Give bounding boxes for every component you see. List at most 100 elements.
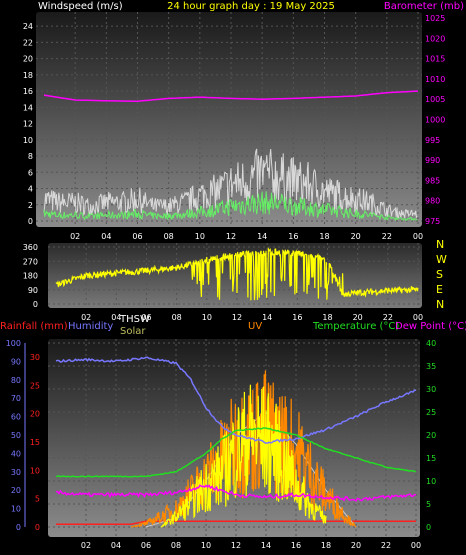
windspeed-title: Windspeed (m/s) [38,1,123,12]
hour-tick-label: 10 [201,541,211,550]
temperature-tick-label: 10 [426,477,436,486]
hour-tick-label: 20 [351,541,361,550]
humidity-tick-label: 80 [11,376,21,385]
degree-tick-label: 90 [28,286,38,295]
wind-tick-label: 4 [28,185,33,194]
wind-tick-label: 20 [23,55,33,64]
barometer-tick-label: 990 [425,156,440,165]
hour-tick-label: 18 [321,541,331,550]
rain-tick-label: 20 [30,410,40,419]
hour-tick-label: 04 [111,313,121,322]
barometer-tick-label: 1015 [425,55,445,64]
hour-tick-label: 06 [141,541,151,550]
hour-tick-label: 02 [81,313,91,322]
temperature-title: Temperature (°C) [312,321,399,332]
uv-series [130,370,357,528]
hour-tick-label: 12 [226,232,236,241]
conditions-panel: 0 10 20 30 40 50 60 70 80 90 100 0 5 10 15 20 25 30 0 5 10… [6,339,436,550]
hour-tick-label: 22 [382,232,392,241]
degree-tick-label: 180 [23,272,38,281]
rain-ticks: 0 5 10 15 20 25 30 [30,353,40,532]
barometer-tick-label: 995 [425,136,440,145]
rain-tick-label: 0 [35,523,40,532]
wind-tick-label: 24 [23,22,33,31]
barometer-tick-label: 975 [425,217,440,226]
barometer-ticks: 975 980 985 990 995 1000 1005 1010 1015 1020 1025 [425,14,445,226]
hour-tick-label: 18 [319,232,329,241]
conditions-x-ticks: 02 04 06 08 10 12 14 16 18 20 22 00 [81,541,421,550]
hour-tick-label: 04 [111,541,121,550]
degree-tick-label: 270 [23,257,38,266]
hour-tick-label: 06 [141,313,151,322]
barometer-tick-label: 1005 [425,95,445,104]
barometer-tick-label: 1010 [425,75,445,84]
hour-tick-label: 10 [195,232,205,241]
hour-tick-label: 00 [413,232,423,241]
rain-tick-label: 15 [30,438,40,447]
humidity-ticks: 0 10 20 30 40 50 60 70 80 90 100 [6,339,26,532]
barometer-tick-label: 1025 [425,14,445,23]
hour-tick-label: 14 [262,313,272,322]
wind-tick-label: 12 [23,120,33,129]
humidity-title: Humidity [68,321,113,332]
wind-tick-label: 0 [28,217,33,226]
temperature-tick-label: 15 [426,454,436,463]
degree-tick-label: 360 [23,243,38,252]
uv-title: UV [248,321,262,332]
compass-label: N [436,298,444,311]
hour-tick-label: 14 [261,541,271,550]
rain-tick-label: 10 [30,466,40,475]
hour-tick-label: 16 [288,232,298,241]
hour-tick-label: 14 [257,232,267,241]
rainfall-title: Rainfall (mm) [0,321,68,332]
hour-tick-label: 12 [231,541,241,550]
degree-tick-label: 0 [33,300,38,309]
temperature-tick-label: 5 [426,500,431,509]
barometer-tick-label: 980 [425,197,440,206]
hour-tick-label: 12 [232,313,242,322]
wind-tick-label: 22 [23,38,33,47]
wind-tick-label: 10 [23,136,33,145]
temperature-ticks: 0 5 10 15 20 25 30 35 40 [426,339,436,532]
humidity-tick-label: 60 [11,413,21,422]
compass-label: S [436,268,443,281]
barometer-series [43,90,419,102]
humidity-tick-label: 40 [11,449,21,458]
direction-degree-ticks: 0 90 180 270 360 [23,243,38,309]
humidity-series [55,356,416,444]
humidity-tick-label: 70 [11,394,21,403]
hour-tick-label: 06 [132,232,142,241]
hour-tick-label: 10 [202,313,212,322]
wind-tick-label: 16 [23,87,33,96]
hour-tick-label: 20 [351,232,361,241]
dewpoint-title: Dew Point (°C) [395,321,466,332]
barometer-tick-label: 1000 [425,116,445,125]
wind-x-ticks: 02 04 06 08 10 12 14 16 18 20 22 00 [70,232,423,241]
rainfall-series [56,520,416,525]
thsw-title: THSW [119,314,150,325]
humidity-tick-label: 100 [6,339,21,348]
direction-gridlines [48,243,422,308]
hour-tick-label: 08 [164,232,174,241]
wind-tick-label: 6 [28,168,33,177]
dewpoint-series [55,484,416,502]
hour-tick-label: 00 [411,541,421,550]
temperature-tick-label: 0 [426,523,431,532]
hour-tick-label: 16 [291,541,301,550]
avg-wind-series [43,191,418,222]
humidity-tick-label: 50 [11,431,21,440]
hour-tick-label: 16 [292,313,302,322]
compass-label: W [436,253,447,266]
temperature-series [55,427,417,478]
wind-tick-label: 8 [28,152,33,161]
barometer-tick-label: 985 [425,176,440,185]
hour-tick-label: 08 [172,313,182,322]
graph-title: 24 hour graph day : 19 May 2025 [167,1,335,12]
hour-tick-label: 00 [413,313,423,322]
temperature-tick-label: 20 [426,431,436,440]
hour-tick-label: 20 [353,313,363,322]
compass-label: E [436,283,443,296]
